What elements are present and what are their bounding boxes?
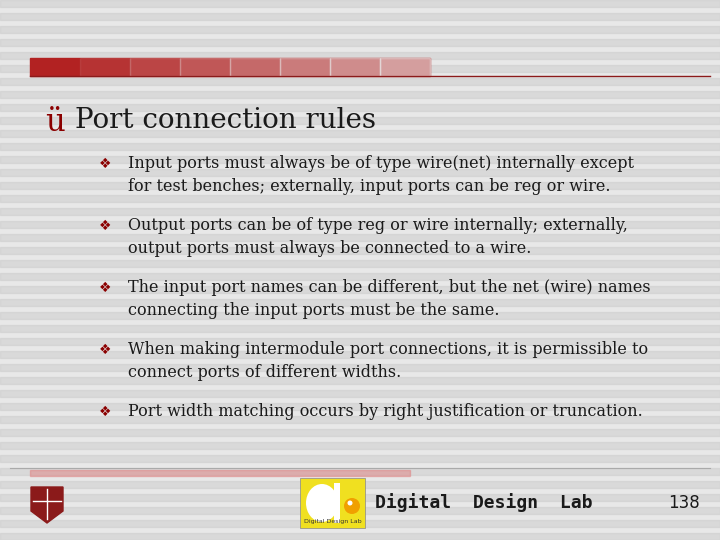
Bar bbox=[0, 91, 720, 98]
Bar bbox=[30, 58, 430, 76]
Bar bbox=[0, 78, 720, 84]
Bar bbox=[0, 0, 720, 6]
Bar bbox=[0, 351, 720, 357]
Bar bbox=[0, 169, 720, 176]
Bar bbox=[0, 481, 720, 488]
Bar bbox=[0, 117, 720, 124]
Bar bbox=[30, 470, 410, 476]
Bar bbox=[0, 130, 720, 137]
Ellipse shape bbox=[306, 484, 338, 522]
Bar bbox=[0, 390, 720, 396]
Bar bbox=[0, 221, 720, 227]
Text: Output ports can be of type reg or wire internally; externally,
output ports mus: Output ports can be of type reg or wire … bbox=[128, 217, 628, 257]
Bar bbox=[0, 403, 720, 409]
Bar bbox=[0, 208, 720, 214]
Circle shape bbox=[348, 501, 353, 505]
Text: The input port names can be different, but the net (wire) names
connecting the i: The input port names can be different, b… bbox=[128, 279, 651, 319]
Bar bbox=[0, 416, 720, 422]
Bar bbox=[0, 156, 720, 163]
Bar bbox=[30, 58, 80, 76]
Bar bbox=[0, 234, 720, 240]
Bar bbox=[0, 143, 720, 150]
Bar bbox=[280, 58, 330, 76]
Text: Input ports must always be of type wire(net) internally except
for test benches;: Input ports must always be of type wire(… bbox=[128, 155, 634, 195]
Bar bbox=[0, 338, 720, 345]
Bar bbox=[0, 13, 720, 19]
Bar bbox=[180, 58, 230, 76]
Polygon shape bbox=[31, 487, 63, 523]
Bar bbox=[0, 286, 720, 293]
Text: ❖: ❖ bbox=[99, 281, 112, 295]
Text: ❖: ❖ bbox=[99, 219, 112, 233]
Bar bbox=[334, 483, 340, 523]
Bar bbox=[0, 312, 720, 319]
Text: 138: 138 bbox=[668, 494, 700, 512]
Bar bbox=[330, 58, 380, 76]
Bar bbox=[300, 478, 365, 528]
Bar bbox=[0, 325, 720, 332]
Bar bbox=[0, 442, 720, 449]
Text: ü: ü bbox=[45, 107, 65, 138]
Text: Digital Design Lab: Digital Design Lab bbox=[304, 519, 361, 524]
Bar bbox=[0, 39, 720, 45]
Bar bbox=[0, 468, 720, 475]
Bar bbox=[0, 104, 720, 111]
Bar bbox=[230, 58, 280, 76]
Text: ❖: ❖ bbox=[99, 405, 112, 419]
Bar bbox=[130, 58, 180, 76]
Bar bbox=[80, 58, 130, 76]
Circle shape bbox=[344, 498, 360, 514]
Bar bbox=[0, 377, 720, 383]
Bar bbox=[0, 299, 720, 306]
Text: Port width matching occurs by right justification or truncation.: Port width matching occurs by right just… bbox=[128, 403, 643, 420]
Bar bbox=[0, 195, 720, 201]
Bar bbox=[0, 364, 720, 370]
Bar bbox=[0, 247, 720, 253]
Bar bbox=[0, 182, 720, 188]
Bar bbox=[0, 65, 720, 71]
Text: When making intermodule port connections, it is permissible to
connect ports of : When making intermodule port connections… bbox=[128, 341, 648, 381]
Bar bbox=[0, 429, 720, 435]
Text: ❖: ❖ bbox=[99, 157, 112, 171]
Text: Digital  Design  Lab: Digital Design Lab bbox=[375, 494, 593, 512]
Bar bbox=[0, 455, 720, 462]
Bar bbox=[0, 260, 720, 267]
Text: Port connection rules: Port connection rules bbox=[75, 107, 376, 134]
Bar bbox=[0, 494, 720, 501]
Bar bbox=[0, 507, 720, 514]
Bar bbox=[380, 58, 430, 76]
Bar bbox=[0, 26, 720, 32]
Bar bbox=[0, 273, 720, 280]
Text: ❖: ❖ bbox=[99, 343, 112, 357]
Bar bbox=[0, 533, 720, 539]
Bar bbox=[0, 520, 720, 526]
Bar bbox=[0, 52, 720, 58]
